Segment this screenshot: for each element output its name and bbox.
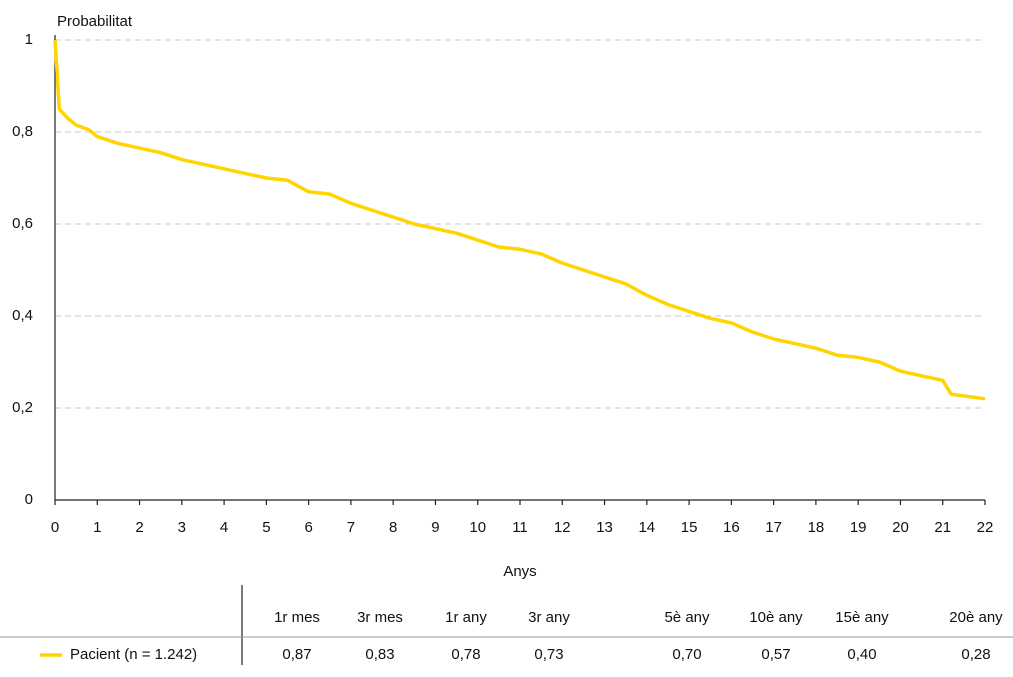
x-tick-label: 17: [765, 519, 782, 536]
table-cell: 0,73: [534, 646, 563, 663]
y-tick-label: 0,4: [12, 307, 33, 324]
table-header: 15è any: [835, 609, 889, 626]
legend-label: Pacient (n = 1.242): [70, 646, 197, 663]
x-tick-label: 13: [596, 519, 613, 536]
y-tick-label: 1: [25, 31, 33, 48]
y-tick-label: 0,6: [12, 215, 33, 232]
table-header: 10è any: [749, 609, 803, 626]
x-tick-label: 21: [934, 519, 951, 536]
x-tick-label: 11: [512, 519, 528, 536]
x-tick-label: 20: [892, 519, 909, 536]
x-tick-label: 4: [220, 519, 228, 536]
y-tick-label: 0: [25, 491, 33, 508]
x-tick-label: 3: [178, 519, 186, 536]
x-tick-label: 10: [469, 519, 486, 536]
y-tick-label: 0,8: [12, 123, 33, 140]
table-header: 3r any: [528, 609, 570, 626]
table-cell: 0,83: [365, 646, 394, 663]
x-tick-label: 19: [850, 519, 867, 536]
table-header: 1r any: [445, 609, 487, 626]
x-tick-label: 0: [51, 519, 59, 536]
x-tick-label: 14: [638, 519, 655, 536]
x-tick-label: 16: [723, 519, 740, 536]
x-tick-label: 12: [554, 519, 571, 536]
x-tick-label: 5: [262, 519, 270, 536]
table-header: 3r mes: [357, 609, 403, 626]
x-tick-label: 7: [347, 519, 355, 536]
table-header: 20è any: [949, 609, 1003, 626]
table-cell: 0,70: [672, 646, 701, 663]
y-tick-label: 0,2: [12, 399, 33, 416]
survival-line: [53, 39, 986, 401]
x-tick-label: 8: [389, 519, 397, 536]
x-tick-label: 6: [304, 519, 312, 536]
x-tick-label: 1: [93, 519, 101, 536]
x-tick-label: 18: [808, 519, 825, 536]
x-tick-label: 2: [135, 519, 143, 536]
table-cell: 0,78: [451, 646, 480, 663]
x-axis-title: Anys: [503, 563, 536, 580]
table-header: 1r mes: [274, 609, 320, 626]
table-cell: 0,40: [847, 646, 876, 663]
table-cell: 0,87: [282, 646, 311, 663]
x-tick-label: 22: [977, 519, 994, 536]
table-cell: 0,28: [961, 646, 990, 663]
table-header: 5è any: [664, 609, 710, 626]
x-tick-label: 9: [431, 519, 439, 536]
table-cell: 0,57: [761, 646, 790, 663]
y-axis-title: Probabilitat: [57, 13, 133, 30]
x-tick-label: 15: [681, 519, 698, 536]
